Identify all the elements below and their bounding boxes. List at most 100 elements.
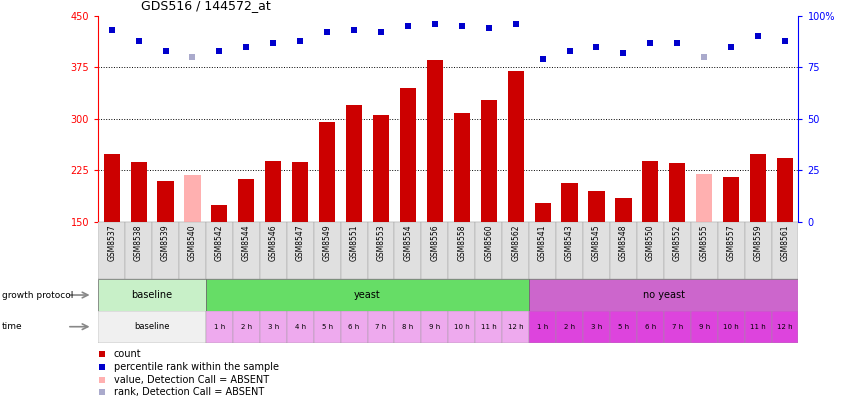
Bar bbox=[259, 311, 287, 343]
Text: GSM8561: GSM8561 bbox=[780, 225, 789, 261]
Bar bbox=[367, 222, 394, 279]
Text: 8 h: 8 h bbox=[402, 324, 413, 330]
Bar bbox=[749, 154, 765, 222]
Text: GSM8541: GSM8541 bbox=[537, 225, 547, 261]
Bar bbox=[206, 279, 529, 311]
Bar bbox=[238, 179, 254, 222]
Text: 12 h: 12 h bbox=[776, 324, 792, 330]
Bar bbox=[313, 311, 340, 343]
Text: GSM8544: GSM8544 bbox=[241, 225, 251, 261]
Bar bbox=[426, 61, 443, 222]
Text: GSM8553: GSM8553 bbox=[376, 225, 385, 261]
Bar bbox=[744, 311, 770, 343]
Bar bbox=[583, 311, 609, 343]
Bar bbox=[663, 222, 690, 279]
Bar bbox=[695, 174, 711, 222]
Bar bbox=[669, 164, 685, 222]
Bar bbox=[98, 311, 206, 343]
Bar bbox=[233, 222, 259, 279]
Text: GSM8549: GSM8549 bbox=[322, 225, 331, 261]
Bar bbox=[609, 222, 636, 279]
Bar bbox=[287, 311, 313, 343]
Bar bbox=[373, 115, 389, 222]
Text: baseline: baseline bbox=[134, 322, 170, 331]
Text: GSM8542: GSM8542 bbox=[215, 225, 223, 261]
Bar bbox=[776, 158, 792, 222]
Text: GSM8540: GSM8540 bbox=[188, 225, 197, 261]
Text: 1 h: 1 h bbox=[537, 324, 548, 330]
Text: GSM8558: GSM8558 bbox=[456, 225, 466, 261]
Text: 3 h: 3 h bbox=[267, 324, 279, 330]
Text: GSM8552: GSM8552 bbox=[672, 225, 681, 261]
Text: 11 h: 11 h bbox=[480, 324, 496, 330]
Bar bbox=[211, 205, 227, 222]
Bar bbox=[502, 311, 529, 343]
Bar bbox=[690, 311, 717, 343]
Text: 9 h: 9 h bbox=[698, 324, 709, 330]
Bar bbox=[157, 181, 173, 222]
Text: 2 h: 2 h bbox=[241, 324, 252, 330]
Text: GDS516 / 144572_at: GDS516 / 144572_at bbox=[141, 0, 270, 12]
Text: GSM8562: GSM8562 bbox=[511, 225, 519, 261]
Bar bbox=[453, 113, 469, 222]
Bar bbox=[663, 311, 690, 343]
Text: GSM8548: GSM8548 bbox=[618, 225, 627, 261]
Bar bbox=[770, 222, 798, 279]
Bar bbox=[583, 222, 609, 279]
Bar bbox=[560, 183, 577, 222]
Bar bbox=[529, 222, 555, 279]
Bar bbox=[636, 311, 663, 343]
Bar bbox=[125, 222, 152, 279]
Bar bbox=[502, 222, 529, 279]
Text: GSM8550: GSM8550 bbox=[645, 225, 654, 261]
Text: GSM8557: GSM8557 bbox=[726, 225, 734, 261]
Text: count: count bbox=[113, 349, 141, 359]
Text: GSM8551: GSM8551 bbox=[349, 225, 358, 261]
Bar bbox=[448, 311, 475, 343]
Text: GSM8546: GSM8546 bbox=[269, 225, 277, 261]
Bar bbox=[184, 175, 200, 222]
Text: rank, Detection Call = ABSENT: rank, Detection Call = ABSENT bbox=[113, 387, 264, 396]
Bar bbox=[421, 311, 448, 343]
Bar bbox=[534, 202, 550, 222]
Text: 10 h: 10 h bbox=[722, 324, 738, 330]
Bar bbox=[103, 154, 119, 222]
Bar bbox=[399, 88, 415, 222]
Bar bbox=[345, 105, 362, 222]
Text: no yeast: no yeast bbox=[642, 290, 684, 300]
Bar bbox=[717, 311, 744, 343]
Bar bbox=[394, 311, 421, 343]
Text: GSM8538: GSM8538 bbox=[134, 225, 143, 261]
Bar bbox=[609, 311, 636, 343]
Text: GSM8555: GSM8555 bbox=[699, 225, 708, 261]
Text: 12 h: 12 h bbox=[508, 324, 523, 330]
Bar bbox=[475, 311, 502, 343]
Bar bbox=[722, 177, 739, 222]
Bar bbox=[641, 161, 658, 222]
Text: GSM8559: GSM8559 bbox=[752, 225, 762, 261]
Bar bbox=[421, 222, 448, 279]
Text: value, Detection Call = ABSENT: value, Detection Call = ABSENT bbox=[113, 375, 269, 385]
Text: GSM8560: GSM8560 bbox=[484, 225, 493, 261]
Text: 3 h: 3 h bbox=[590, 324, 601, 330]
Bar bbox=[717, 222, 744, 279]
Text: 4 h: 4 h bbox=[294, 324, 305, 330]
Bar bbox=[367, 311, 394, 343]
Bar bbox=[131, 162, 147, 222]
Bar bbox=[636, 222, 663, 279]
Text: 5 h: 5 h bbox=[322, 324, 333, 330]
Bar bbox=[555, 222, 583, 279]
Bar bbox=[555, 311, 583, 343]
Text: yeast: yeast bbox=[354, 290, 380, 300]
Text: 2 h: 2 h bbox=[563, 324, 574, 330]
Text: GSM8545: GSM8545 bbox=[591, 225, 601, 261]
Bar bbox=[448, 222, 475, 279]
Bar bbox=[152, 222, 179, 279]
Bar bbox=[615, 198, 630, 222]
Text: growth protocol: growth protocol bbox=[2, 291, 73, 299]
Text: 5 h: 5 h bbox=[617, 324, 629, 330]
Bar bbox=[292, 162, 308, 222]
Text: 7 h: 7 h bbox=[375, 324, 386, 330]
Bar bbox=[98, 279, 206, 311]
Text: GSM8543: GSM8543 bbox=[565, 225, 573, 261]
